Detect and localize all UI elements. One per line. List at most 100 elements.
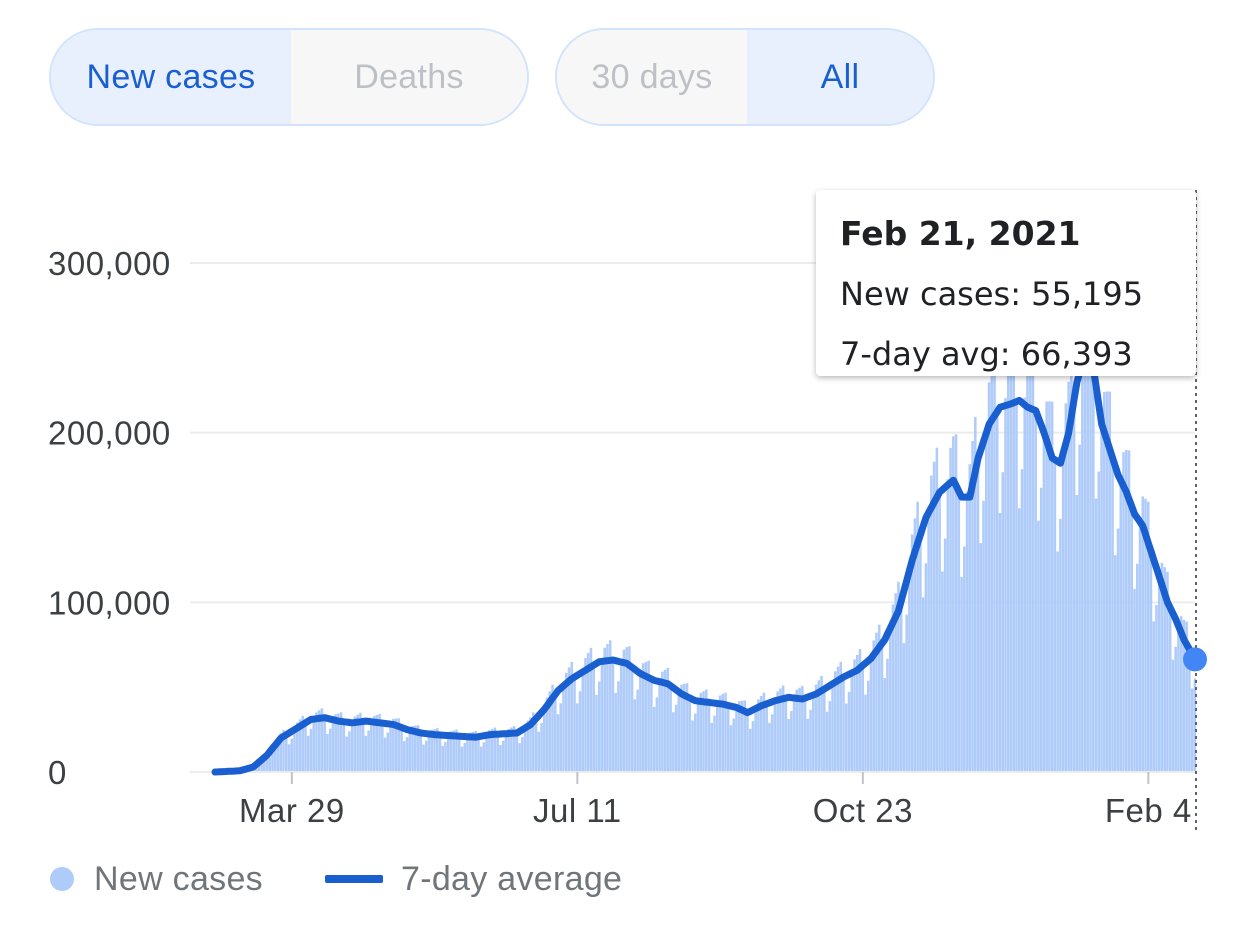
new-cases-bar: [1122, 452, 1125, 772]
new-cases-bar: [570, 661, 574, 772]
new-cases-bar: [1152, 621, 1155, 772]
new-cases-bar: [518, 743, 521, 772]
new-cases-bar: [746, 712, 749, 772]
new-cases-bar: [790, 711, 793, 772]
new-cases-bar: [1133, 588, 1136, 772]
new-cases-bar: [482, 742, 486, 772]
new-cases-bar: [820, 675, 823, 772]
new-cases-bar: [974, 416, 977, 772]
new-cases-bar: [732, 718, 735, 772]
new-cases-bar: [1089, 290, 1092, 772]
new-cases-bar: [285, 734, 288, 772]
new-cases-bar: [1114, 555, 1117, 772]
new-cases-bar: [1092, 368, 1095, 772]
new-cases-bar: [274, 744, 277, 772]
all-tab[interactable]: All: [747, 30, 933, 124]
new-cases-bar: [1119, 474, 1123, 772]
new-cases-bar: [446, 734, 450, 772]
new-cases-bar: [479, 746, 483, 772]
new-cases-bar: [493, 727, 497, 772]
new-cases-bar: [375, 715, 379, 772]
new-cases-bar: [669, 685, 672, 772]
new-cases-bar: [378, 713, 381, 772]
new-cases-bar: [1157, 572, 1161, 772]
new-cases-bar: [877, 624, 881, 772]
new-cases-bar: [268, 757, 272, 772]
new-cases-bar: [1141, 496, 1144, 772]
new-cases-bar: [1097, 471, 1101, 772]
new-cases-bar: [551, 684, 554, 772]
x-tick-label: Feb 4: [1105, 792, 1192, 829]
new-cases-bar: [592, 665, 595, 772]
new-cases-bar: [556, 714, 560, 772]
new-cases-bar: [641, 663, 645, 772]
new-cases-bar: [713, 715, 716, 772]
new-cases-bar: [954, 434, 958, 772]
30-days-tab[interactable]: 30 days: [557, 30, 747, 124]
new-cases-bar: [776, 691, 779, 772]
new-cases-bar: [501, 740, 505, 772]
new-cases-bar: [597, 681, 601, 772]
new-cases-bar: [1188, 649, 1191, 772]
new-cases-bar: [754, 707, 757, 772]
new-cases-bar: [1026, 363, 1029, 772]
new-cases-bar: [729, 725, 733, 772]
cases-chart[interactable]: 0 100,000 200,000 300,000 Mar 29 Jul 11 Oct 23…: [0, 0, 1242, 850]
deaths-tab[interactable]: Deaths: [291, 30, 527, 124]
new-cases-bar: [905, 614, 908, 772]
new-cases-bar: [512, 726, 516, 772]
new-cases-bar: [606, 644, 609, 772]
new-cases-bar: [295, 722, 299, 772]
new-cases-bar: [584, 657, 587, 772]
new-cases-bar: [1135, 563, 1139, 772]
new-cases-bar: [589, 647, 593, 772]
new-cases-bar: [361, 721, 365, 772]
new-cases-tab[interactable]: New cases: [51, 30, 291, 124]
new-cases-bar: [946, 479, 950, 772]
new-cases-bar: [400, 727, 403, 772]
new-cases-bar: [875, 632, 878, 772]
new-cases-bar: [850, 670, 854, 772]
new-cases-bar: [619, 659, 623, 772]
new-cases-bar: [603, 647, 606, 772]
legend-new-cases-label: New cases: [94, 859, 263, 898]
new-cases-bar: [1070, 351, 1073, 772]
axis-labels: 0 100,000 200,000 300,000 Mar 29 Jul 11 Oct 23…: [48, 245, 1192, 829]
new-cases-bar: [510, 727, 513, 772]
new-cases-bar: [529, 717, 532, 772]
new-cases-bar: [891, 604, 895, 772]
new-cases-bar: [507, 728, 510, 772]
new-cases-bar: [1155, 605, 1158, 772]
tooltip-new-cases: New cases: 55,195: [840, 275, 1144, 313]
new-cases-bar: [567, 667, 571, 772]
new-cases-bar: [809, 709, 812, 772]
new-cases-bar: [430, 729, 434, 772]
new-cases-bar: [707, 702, 711, 772]
new-cases-bar: [1053, 459, 1057, 772]
new-cases-bar: [1072, 398, 1076, 772]
new-cases-bar: [831, 682, 834, 772]
new-cases-bar: [622, 649, 626, 772]
new-cases-bar: [995, 411, 999, 772]
new-cases-bar: [565, 672, 568, 772]
new-cases-bar: [586, 652, 590, 772]
new-cases-bar: [1015, 401, 1018, 772]
new-cases-bar: [921, 597, 925, 772]
new-cases-bar: [985, 425, 988, 772]
new-cases-bar: [1111, 458, 1114, 772]
new-cases-bar: [521, 737, 524, 772]
new-cases-bar: [1083, 304, 1087, 772]
chart-tooltip: Feb 21, 2021 New cases: 55,195 7-day avg…: [816, 190, 1196, 376]
new-cases-bar: [488, 730, 491, 772]
new-cases-bar: [540, 723, 543, 772]
new-cases-bar: [1179, 616, 1183, 772]
new-cases-bar: [364, 735, 368, 772]
new-cases-bar: [381, 723, 384, 772]
new-cases-bar: [751, 721, 755, 772]
new-cases-bar: [935, 447, 939, 772]
new-cases-bar: [1001, 472, 1004, 772]
new-cases-bar: [1064, 403, 1068, 772]
new-cases-bar: [839, 661, 843, 772]
legend-average-label: 7-day average: [400, 859, 623, 898]
new-cases-bar: [537, 731, 541, 772]
